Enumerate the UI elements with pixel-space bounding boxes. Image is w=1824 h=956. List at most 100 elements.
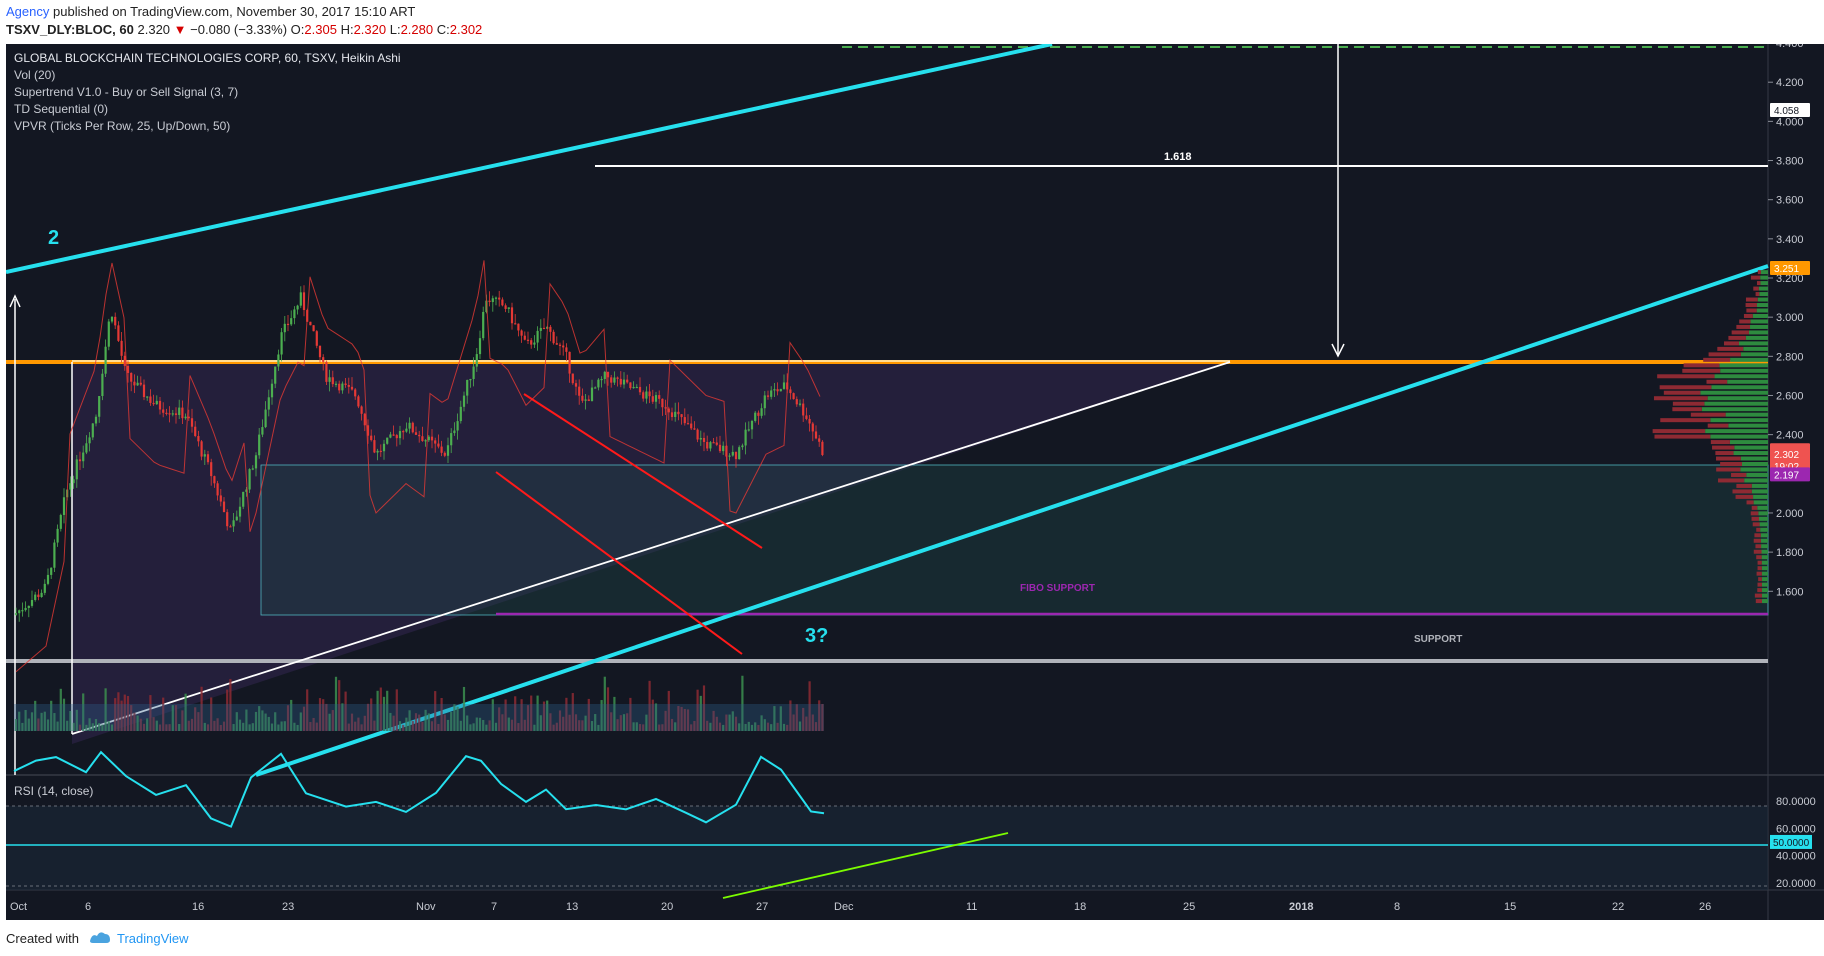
channel-upper-line[interactable] <box>5 42 1053 274</box>
volume-bar <box>782 723 786 731</box>
volume-bar <box>370 698 373 731</box>
tradingview-link[interactable]: TradingView <box>117 931 189 946</box>
candle-body <box>181 407 184 419</box>
volume-bar <box>661 724 664 731</box>
candle-body <box>808 418 811 424</box>
vpvr-bar-up <box>1760 281 1768 286</box>
chart-area[interactable]: 4.400 4.200 4.000 3.800 3.600 3.400 3.200 3.000… <box>5 0 1824 920</box>
candle-body <box>226 512 229 527</box>
price-scale[interactable]: 4.400 4.200 4.000 3.800 3.600 3.400 3.200 3.000… <box>1768 38 1804 598</box>
volume-bar <box>510 719 514 731</box>
candle-body <box>504 305 507 309</box>
candle-body <box>117 325 120 341</box>
volume-bar <box>94 719 98 731</box>
candle-body <box>571 373 574 384</box>
volume-bar <box>117 692 120 731</box>
vpvr-bar-down <box>1755 544 1762 549</box>
candle-body <box>376 450 379 453</box>
candle-body <box>210 462 213 477</box>
candle-body <box>75 459 78 480</box>
vpvr-bar-up <box>1761 549 1768 554</box>
candle-body <box>222 501 226 513</box>
volume-bar <box>277 724 280 731</box>
candle-body <box>398 431 402 439</box>
candle-body <box>72 479 75 484</box>
volume-bar <box>488 720 491 731</box>
volume-bar <box>594 714 597 731</box>
rsi-divergence-line[interactable] <box>722 832 1009 899</box>
volume-bar <box>261 710 264 731</box>
volume-bar <box>472 723 475 731</box>
volume-bar <box>66 720 69 731</box>
volume-bar <box>427 713 430 731</box>
red-channel-upper[interactable] <box>523 393 763 549</box>
volume-bar <box>187 720 190 731</box>
price-tick-label: 2.600 <box>1776 390 1804 402</box>
volume-bar <box>302 706 306 731</box>
volume-bar <box>299 712 302 731</box>
candle-body <box>757 412 760 416</box>
volume-bar <box>206 724 210 731</box>
volume-bar <box>62 698 66 731</box>
volume-bar <box>651 699 654 731</box>
candle-body <box>392 434 395 436</box>
vpvr-bar-down <box>1672 401 1705 406</box>
legend-item-supertrend[interactable]: Supertrend V1.0 - Buy or Sell Signal (3,… <box>14 85 239 99</box>
author-link[interactable]: Agency <box>6 4 50 19</box>
time-label: 27 <box>756 901 768 913</box>
candle-body <box>357 396 360 407</box>
legend-item-vpvr[interactable]: VPVR (Ticks Per Row, 25, Up/Down, 50) <box>14 119 231 133</box>
legend-title[interactable]: GLOBAL BLOCKCHAIN TECHNOLOGIES CORP, 60,… <box>14 51 401 65</box>
volume-bar <box>779 706 782 731</box>
candle-body <box>318 345 322 358</box>
red-channel-lower[interactable] <box>495 471 743 655</box>
channel-lower-line[interactable] <box>255 264 1769 777</box>
candle-body <box>184 416 187 419</box>
time-label: Nov <box>416 901 436 913</box>
volume-bar <box>334 676 338 731</box>
volume-bar <box>149 695 152 731</box>
price-scale-background[interactable] <box>1768 44 1824 920</box>
candle-body <box>702 437 706 442</box>
chart-canvas[interactable]: 4.400 4.200 4.000 3.800 3.600 3.400 3.200 3.000… <box>5 0 1824 920</box>
candle-body <box>642 392 645 399</box>
candle-body <box>299 292 302 306</box>
candle-body <box>597 379 600 388</box>
volume-bar <box>434 691 437 731</box>
tradingview-logo-icon[interactable] <box>88 929 112 945</box>
volume-bar <box>741 675 744 731</box>
candle-body <box>238 506 242 517</box>
rsi-tick-label: 20.0000 <box>1776 878 1816 890</box>
volume-bar <box>30 712 34 731</box>
price-badge-label: 2.302 <box>1774 450 1799 461</box>
candle-body <box>395 435 398 439</box>
vpvr-bar-up <box>1711 385 1768 390</box>
chart-header: Agency published on TradingView.com, Nov… <box>0 0 1824 44</box>
volume-bar <box>744 723 747 731</box>
white-trendline[interactable] <box>71 361 1231 735</box>
rsi-scale[interactable]: 80.0000 60.0000 40.0000 20.0000 50.0000 <box>1770 796 1816 890</box>
volume-bar <box>446 719 450 731</box>
candle-body <box>456 421 459 431</box>
volume-bar <box>571 693 574 731</box>
volume-bar <box>357 717 360 731</box>
vpvr-bar-up <box>1760 270 1768 275</box>
time-axis[interactable]: Oct 6 16 23 Nov 7 13 20 27 Dec 11 18 25 2018 8 15 22 26 <box>10 901 1711 913</box>
volume-bar <box>635 722 638 731</box>
vpvr-bar-down <box>1652 429 1706 434</box>
volume-bar <box>578 720 581 731</box>
volume-bar <box>165 724 168 731</box>
candle-body <box>683 417 686 424</box>
volume-bar <box>498 707 501 731</box>
legend-item-td-sequential[interactable]: TD Sequential (0) <box>14 102 109 116</box>
volume-bar <box>453 704 456 731</box>
rsi-path <box>13 750 825 828</box>
candle-body <box>370 435 373 441</box>
candle-body <box>501 299 504 306</box>
vpvr-bar-down <box>1754 533 1761 538</box>
candle-body <box>216 483 219 496</box>
volume-bar <box>677 706 680 731</box>
legend-item-volume[interactable]: Vol (20) <box>14 68 56 82</box>
volume-bar <box>142 723 146 731</box>
volume-bar <box>747 721 750 731</box>
